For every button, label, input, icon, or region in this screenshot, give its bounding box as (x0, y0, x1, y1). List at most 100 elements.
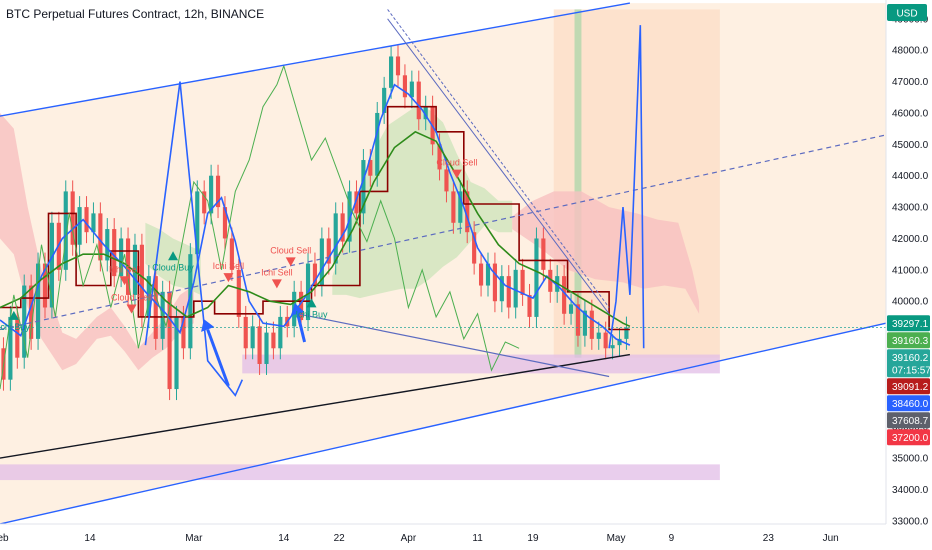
candle-body (416, 81, 421, 120)
candle-body (361, 160, 366, 214)
candle-body (105, 229, 110, 261)
candle-body (70, 191, 75, 245)
y-tick-label: 44000.0 (892, 171, 929, 182)
candle-body (49, 222, 54, 308)
candle-body (582, 310, 587, 336)
y-tick-label: 47000.0 (892, 77, 929, 88)
drawings-layer (0, 2, 887, 525)
candle-body (215, 175, 221, 208)
candle-body (472, 232, 477, 264)
candle-body (610, 345, 615, 349)
candle-body (513, 269, 518, 308)
signal-marker-icon (168, 251, 179, 261)
candle-body (63, 191, 68, 270)
x-tick-label: 9 (669, 533, 675, 544)
cloud-bear-1 (0, 113, 194, 371)
signal-label: Cloud Sell (436, 158, 477, 168)
x-tick-label: Feb (0, 533, 9, 544)
currency-label: USD (896, 9, 917, 20)
candle-body (382, 87, 387, 113)
candle-body (202, 191, 207, 214)
candle-body (506, 276, 511, 308)
candle-body (35, 263, 41, 339)
price-badge (887, 349, 930, 378)
signal-marker-icon (8, 310, 19, 320)
price-badge (887, 332, 930, 349)
candle-body (575, 304, 581, 336)
signal-label: Ichi Sell (109, 264, 141, 274)
channel-upper-line (0, 2, 631, 117)
signal-marker-icon (306, 298, 317, 308)
wedge-bottom-line (297, 313, 610, 378)
signal-marker-icon (119, 276, 130, 286)
candle-body (243, 316, 248, 349)
candle-body (42, 263, 48, 308)
candle-body (222, 207, 228, 239)
wedge-top-line (387, 18, 610, 315)
candle-body (132, 244, 138, 295)
price-badge-label: 37608.7 (892, 416, 929, 427)
candle-body (568, 304, 574, 314)
candle-body (29, 285, 34, 339)
candle-body (22, 285, 27, 358)
x-tick-label: 14 (278, 533, 290, 544)
price-badge-label: 37200.0 (892, 433, 929, 444)
candle-body (375, 112, 380, 176)
candle-body (395, 56, 401, 76)
channel-lower-line (0, 322, 887, 525)
support-line (0, 353, 631, 459)
y-axis-bg (886, 0, 932, 550)
candle-body (139, 244, 144, 317)
candle-body (492, 263, 497, 302)
candle-body (444, 169, 449, 192)
candle-body (548, 269, 553, 292)
line-lagging (0, 64, 520, 390)
candle-body (478, 263, 484, 286)
y-tick-label: 43000.0 (892, 203, 929, 214)
candle-body (8, 316, 13, 380)
signal-marker-icon (451, 169, 462, 179)
y-axis: 49000.048000.047000.046000.045000.044000… (885, 0, 932, 550)
x-tick-label: May (607, 533, 626, 544)
y-tick-label: 41000.0 (892, 265, 929, 276)
signal-marker-icon (223, 273, 234, 283)
price-badge (887, 395, 930, 412)
x-tick-label: 11 (472, 533, 483, 544)
candle-body (167, 291, 172, 390)
candle-body (112, 229, 117, 277)
candle-body (174, 316, 179, 390)
signal-label: Cloud Sell (111, 292, 152, 302)
signal-marker-icon (271, 279, 282, 289)
candle-body (229, 238, 234, 270)
candle-body (84, 207, 89, 233)
chart-title: BTC Perpetual Futures Contract, 12h, BIN… (6, 7, 265, 21)
line-senkou_b (0, 130, 631, 328)
wedge-top-line-2 (387, 9, 610, 308)
y-tick-label: 45000.0 (892, 140, 929, 151)
signal-label: Ichi Sell (261, 267, 293, 277)
cloud-bear-2 (512, 191, 700, 314)
y-tick-label: 33000.0 (892, 516, 929, 527)
candle-body (250, 326, 255, 349)
candle-body (236, 269, 241, 317)
signal-label: Ichi Buy (0, 322, 30, 332)
candle-body (402, 75, 408, 98)
candle-body (423, 106, 428, 120)
candle-body (603, 332, 608, 349)
signal-marker-icon (285, 257, 296, 267)
x-axis-bg (0, 524, 886, 550)
candle-body (458, 191, 463, 223)
line-tenkan (0, 83, 631, 346)
arrow-b-icon-head (290, 303, 305, 316)
signal-label: Ichi Buy (295, 309, 328, 319)
x-tick-label: Apr (401, 533, 417, 544)
candle-body (562, 276, 567, 314)
channel-mid-line (0, 134, 887, 331)
candle-body (534, 238, 539, 317)
price-badge-timer: 07:15:57 (892, 365, 931, 376)
candle-body (520, 269, 525, 295)
candle-body (340, 213, 345, 242)
y-tick-label: 40000.0 (892, 297, 929, 308)
candle-body (333, 213, 338, 264)
